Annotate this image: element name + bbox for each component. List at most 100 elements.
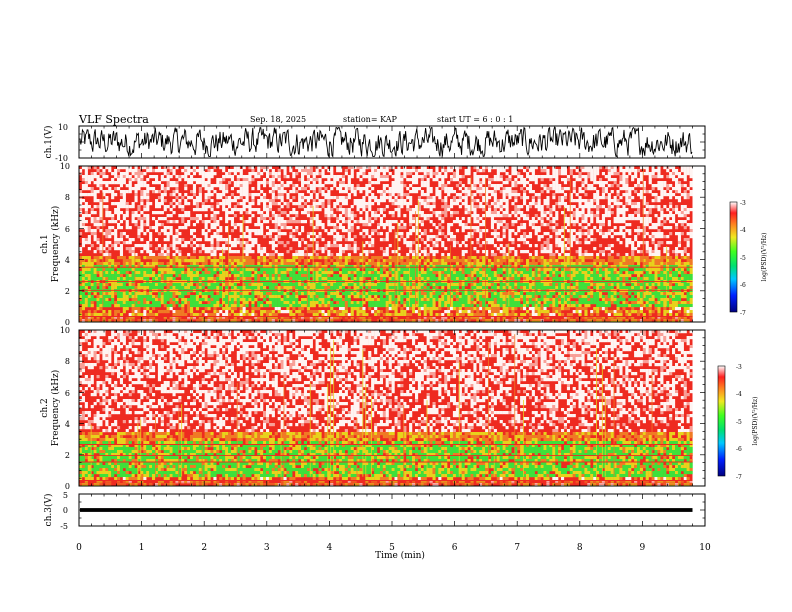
ch1-spec-cell xyxy=(292,235,296,239)
ch1-spec-cell xyxy=(254,208,258,212)
ch1-spec-cell xyxy=(181,214,185,218)
ch1-spec-cell xyxy=(131,310,135,314)
ch1-spec-cell xyxy=(117,226,121,230)
ch1-spec-cell xyxy=(271,253,275,257)
ch1-spec-cell xyxy=(339,310,343,314)
ch1-spec-cell xyxy=(447,259,451,263)
ch1-spec-cell xyxy=(172,304,176,308)
ch1-spec-cell xyxy=(490,301,495,305)
ch1-spec-cell xyxy=(286,301,290,305)
ch1-spec-cell xyxy=(239,196,243,200)
ch1-spec-cell xyxy=(312,232,316,236)
ch1-spec-cell xyxy=(303,274,308,278)
ch1-spec-cell xyxy=(90,271,94,275)
ch1-spec-cell xyxy=(458,316,462,320)
ch1-spec-cell xyxy=(359,178,363,182)
ch1-spec-cell xyxy=(493,310,497,314)
ch1-spec-cell xyxy=(488,262,492,266)
ch1-spec-cell xyxy=(128,283,132,287)
ch1-spec-cell xyxy=(321,223,325,227)
ch1-spec-cell xyxy=(268,166,273,170)
ch1-spec-cell xyxy=(192,274,197,278)
ch1-spec-cell xyxy=(157,268,162,272)
ch1-spec-cell xyxy=(84,298,88,302)
ch1-spec-cell xyxy=(122,271,126,275)
ch1-spec-cell xyxy=(309,286,313,290)
ch1-spec-cell xyxy=(455,202,460,206)
ch1-spec-cell xyxy=(493,262,497,266)
ch1-spec-cell xyxy=(444,283,448,287)
ch1-spec-cell xyxy=(365,268,369,272)
ch1-spec-cell xyxy=(362,208,366,212)
ch1-spec-cell xyxy=(155,181,159,185)
ch1-spec-cell xyxy=(204,196,208,200)
ch1-spec-cell xyxy=(479,304,483,308)
ch1-spec-cell xyxy=(245,244,249,248)
ch1-spec-cell xyxy=(181,259,185,263)
ch1-spec-cell xyxy=(306,265,311,269)
ch1-spec-cell xyxy=(403,268,407,272)
ch1-spec-cell xyxy=(327,292,331,296)
ch1-spec-cell xyxy=(192,172,197,176)
ch1-spec-cell xyxy=(119,298,124,302)
ch1-spec-cell xyxy=(207,277,211,281)
ch1-spec-cell xyxy=(239,244,243,248)
ch1-spec-cell xyxy=(248,271,252,275)
ch1-spec-cell xyxy=(79,256,83,260)
ch1-spec-cell xyxy=(458,181,462,185)
ch1-spec-cell xyxy=(444,202,448,206)
ch1-spec-cell xyxy=(233,241,237,245)
ch1-spec-cell xyxy=(391,166,395,170)
ch1-spec-cell xyxy=(242,256,246,260)
ch1-spec-cell xyxy=(155,238,159,242)
ch1-spec-cell xyxy=(268,217,273,221)
ch1-spec-cell xyxy=(493,292,497,296)
ch1-spec-cell xyxy=(163,247,167,251)
ch1-spec-cell xyxy=(341,268,346,272)
ch1-spec-cell xyxy=(268,241,273,245)
ch1-spec-cell xyxy=(403,172,407,176)
ch1-spec-cell xyxy=(230,169,235,173)
ch1-spec-cell xyxy=(464,205,468,209)
ch1-spec-cell xyxy=(184,169,188,173)
ch1-spec-cell xyxy=(344,316,348,320)
ch1-spec-cell xyxy=(368,304,372,308)
ch1-spec-cell xyxy=(306,199,311,203)
ch1-spec-cell xyxy=(204,307,208,311)
ch1-spec-cell xyxy=(441,199,445,203)
ch1-spec-cell xyxy=(131,220,135,224)
ch1-spec-cell xyxy=(172,268,176,272)
ch1-spec-cell xyxy=(403,193,407,197)
ch1-spec-cell xyxy=(105,196,109,200)
ch1-spec-cell xyxy=(117,283,121,287)
ch1-spec-cell xyxy=(467,259,471,263)
ch1-spec-cell xyxy=(228,301,232,305)
ch1-spec-cell xyxy=(409,277,413,281)
ch1-spec-cell xyxy=(245,319,249,323)
ch1-spec-cell xyxy=(318,232,322,236)
ch1-spec-cell xyxy=(271,247,275,251)
ch1-spec-cell xyxy=(324,193,328,197)
ch1-spec-cell xyxy=(195,214,200,218)
ch1-spec-cell xyxy=(90,301,94,305)
ch1-spec-cell xyxy=(248,205,252,209)
ch1-spec-cell xyxy=(409,199,413,203)
ch1-spec-cell xyxy=(155,247,159,251)
ch1-spec-cell xyxy=(143,190,147,194)
ch1-spec-cell xyxy=(301,238,305,242)
ch1-spec-cell xyxy=(493,295,497,299)
ch1-spec-cell xyxy=(400,277,404,281)
ch1-spec-cell xyxy=(195,169,200,173)
ch1-spec-cell xyxy=(105,244,109,248)
ch1-spec-cell xyxy=(341,220,346,224)
ch1-spec-cell xyxy=(108,214,112,218)
ch1-spec-cell xyxy=(461,295,465,299)
ch1-spec-cell xyxy=(119,184,124,188)
ch1-spec-cell xyxy=(312,217,316,221)
ch1-spec-cell xyxy=(274,202,278,206)
ch1-spec-cell xyxy=(423,229,427,233)
ch1-spec-cell xyxy=(268,181,273,185)
ch1-spec-cell xyxy=(347,214,351,218)
ch1-spec-cell xyxy=(149,256,153,260)
ch1-spec-cell xyxy=(289,220,293,224)
